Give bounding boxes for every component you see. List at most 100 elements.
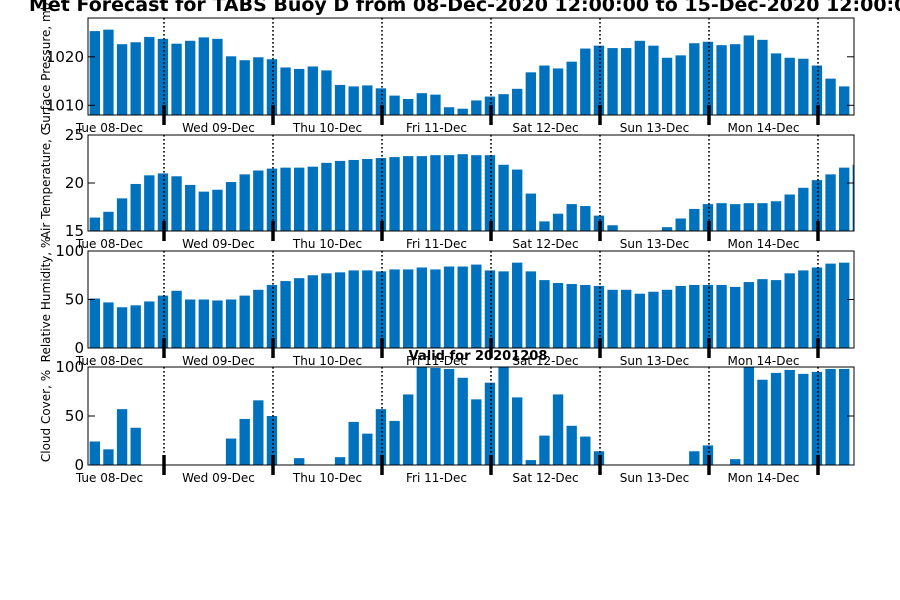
pressure-bar: [103, 29, 114, 115]
temperature-bar: [362, 159, 373, 231]
humidity-panel: 0 50 100 Tue 08-Dec Wed 09-Dec Thu 10-Dec Fri …: [39, 237, 855, 368]
temperature-bar: [525, 193, 536, 231]
pressure-bar: [539, 65, 550, 115]
pressure-bar: [144, 36, 155, 115]
cloud-bars: [89, 367, 850, 465]
temperature-bar: [498, 164, 509, 231]
pressure-bar: [389, 95, 400, 115]
humidity-bar: [389, 269, 400, 348]
temperature-bar: [457, 154, 468, 231]
humidity-bar: [743, 282, 754, 348]
humidity-bar: [116, 307, 128, 348]
pressure-bar: [566, 61, 577, 115]
humidity-bar: [239, 295, 250, 348]
cloud-bar: [443, 368, 455, 465]
cloud-bar: [689, 451, 700, 465]
temperature-bar: [103, 211, 114, 231]
humidity-ytick-label: 50: [65, 291, 84, 309]
humidity-bar: [430, 269, 441, 348]
cloud-bar: [770, 372, 782, 465]
humidity-bar: [770, 280, 782, 348]
cloud-bar: [566, 425, 577, 465]
pressure-bar: [784, 57, 795, 115]
humidity-bar: [103, 302, 114, 348]
temperature-panel: 15 20 25 Tue 08-Dec Wed 09-Dec Thu 10-Dec Fri …: [39, 126, 855, 251]
pressure-bar: [171, 43, 182, 115]
cloud-bar: [498, 367, 509, 465]
figure-title: Met Forecast for TABS Buoy D from 08-Dec…: [29, 0, 900, 16]
pressure-bar: [375, 88, 387, 115]
pressure-bar: [403, 99, 414, 115]
temperature-bar: [171, 176, 182, 231]
cloud-bar: [552, 394, 564, 465]
humidity-day-label: Mon 14-Dec: [728, 354, 800, 368]
valid-for-label: Valid for 20201208: [409, 349, 548, 364]
cloud-bar: [525, 460, 536, 465]
temperature-ylabel: Air Temperature, C: [39, 127, 53, 239]
chart-panels: 1010 1020 Tue 08-Dec Wed 09-Dec Thu 10-Dec Fr…: [39, 3, 855, 485]
humidity-day-label: Fri 11-Dec: [406, 354, 467, 368]
humidity-bar: [334, 272, 346, 348]
pressure-day-label: Wed 09-Dec: [182, 121, 255, 135]
pressure-bar: [239, 60, 250, 115]
pressure-bar: [675, 55, 686, 115]
temperature-bar: [798, 187, 809, 231]
humidity-bar: [321, 273, 332, 348]
cloud-bar: [348, 421, 359, 465]
temperature-bar: [580, 206, 591, 231]
humidity-ytick-label: 100: [55, 242, 84, 260]
cloud-bar: [839, 368, 850, 465]
temperature-bar: [512, 169, 523, 231]
pressure-bar: [648, 45, 659, 115]
pressure-bar: [716, 45, 727, 115]
humidity-bar: [157, 295, 169, 348]
temperature-ytick-label: 15: [65, 222, 84, 240]
humidity-ytick-label: 0: [74, 339, 84, 357]
cloud-bar: [116, 409, 128, 465]
humidity-day-label: Wed 09-Dec: [182, 354, 255, 368]
pressure-bar: [580, 48, 591, 115]
temperature-bar: [375, 158, 387, 231]
humidity-day-label: Thu 10-Dec: [292, 354, 362, 368]
humidity-bar: [784, 273, 795, 348]
temperature-bar: [307, 166, 318, 231]
temperature-bar: [280, 167, 291, 231]
temperature-bar: [784, 194, 795, 231]
cloud-bar: [389, 420, 400, 465]
temperature-bar: [403, 156, 414, 231]
cloud-ytick-label: 50: [65, 407, 84, 425]
pressure-bar: [157, 38, 169, 115]
cloud-ytick-label: 0: [74, 456, 84, 474]
humidity-day-label: Tue 08-Dec: [75, 354, 143, 368]
temperature-bar: [811, 180, 823, 231]
pressure-bar: [770, 53, 782, 115]
cloud-bar: [730, 459, 741, 465]
cloud-bar: [784, 369, 795, 465]
temperature-bar: [239, 174, 250, 231]
humidity-bar: [689, 284, 700, 348]
temperature-bar: [552, 213, 564, 231]
humidity-bar: [212, 300, 223, 348]
temperature-bar: [266, 168, 278, 231]
humidity-bar: [294, 278, 305, 348]
pressure-bar: [89, 31, 100, 115]
humidity-bar: [225, 299, 237, 348]
pressure-day-label: Mon 14-Dec: [728, 121, 800, 135]
humidity-day-label: Sat 12-Dec: [512, 354, 578, 368]
cloud-day-label: Thu 10-Dec: [292, 471, 362, 485]
temperature-bar: [116, 198, 128, 231]
humidity-bar: [661, 289, 673, 348]
cloud-bar: [362, 433, 373, 465]
pressure-bar: [661, 57, 673, 115]
cloud-bar: [294, 458, 305, 465]
pressure-bar: [757, 39, 768, 115]
temperature-bar: [702, 204, 714, 231]
humidity-bar: [525, 271, 536, 348]
pressure-bar: [702, 41, 714, 115]
cloud-bar: [457, 377, 468, 465]
temperature-bar: [539, 221, 550, 231]
cloud-bar: [416, 367, 427, 465]
temperature-bar: [730, 204, 741, 231]
pressure-bar: [498, 94, 509, 115]
cloud-bar: [471, 399, 482, 465]
